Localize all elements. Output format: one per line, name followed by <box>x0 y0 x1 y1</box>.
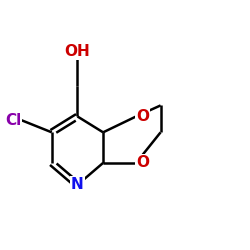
Text: Cl: Cl <box>5 112 21 128</box>
Text: O: O <box>136 156 149 170</box>
Text: O: O <box>136 109 149 124</box>
Text: N: N <box>71 178 84 192</box>
Text: OH: OH <box>64 44 90 59</box>
